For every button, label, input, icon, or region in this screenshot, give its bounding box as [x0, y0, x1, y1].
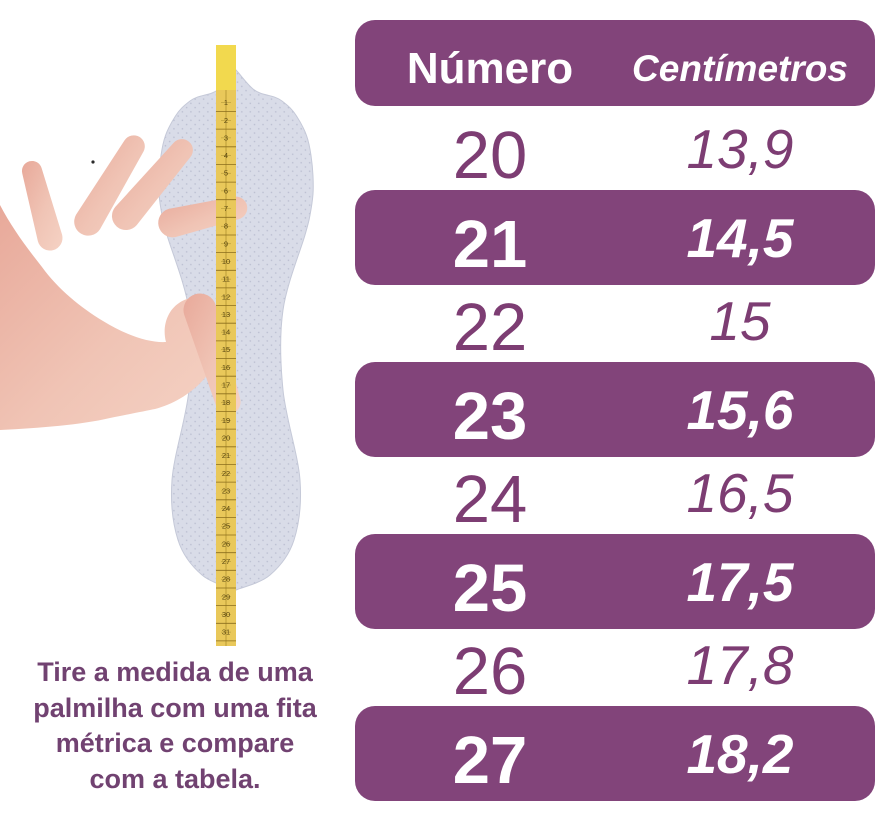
svg-text:3: 3 [224, 133, 228, 142]
svg-text:9: 9 [224, 239, 228, 248]
svg-text:1: 1 [224, 98, 228, 107]
svg-text:28: 28 [222, 575, 230, 584]
svg-text:8: 8 [224, 222, 228, 231]
svg-text:2: 2 [224, 116, 228, 125]
svg-text:5: 5 [224, 169, 228, 178]
svg-text:6: 6 [224, 186, 228, 195]
svg-text:14: 14 [222, 328, 230, 337]
svg-text:10: 10 [222, 257, 230, 266]
svg-text:16: 16 [222, 363, 230, 372]
svg-text:7: 7 [224, 204, 228, 213]
svg-text:24: 24 [222, 504, 230, 513]
svg-text:30: 30 [222, 610, 230, 619]
svg-text:23: 23 [222, 486, 230, 495]
svg-text:26: 26 [222, 539, 230, 548]
svg-text:25: 25 [222, 522, 230, 531]
svg-text:31: 31 [222, 628, 230, 637]
svg-text:29: 29 [222, 592, 230, 601]
svg-text:11: 11 [222, 275, 230, 284]
svg-text:22: 22 [222, 469, 230, 478]
svg-text:27: 27 [222, 557, 230, 566]
svg-text:12: 12 [222, 292, 230, 301]
svg-text:20: 20 [222, 434, 230, 443]
svg-text:13: 13 [222, 310, 230, 319]
svg-text:19: 19 [222, 416, 230, 425]
svg-text:15: 15 [222, 345, 230, 354]
svg-text:4: 4 [224, 151, 228, 160]
svg-text:21: 21 [222, 451, 230, 460]
svg-text:18: 18 [222, 398, 230, 407]
svg-text:17: 17 [222, 381, 230, 390]
